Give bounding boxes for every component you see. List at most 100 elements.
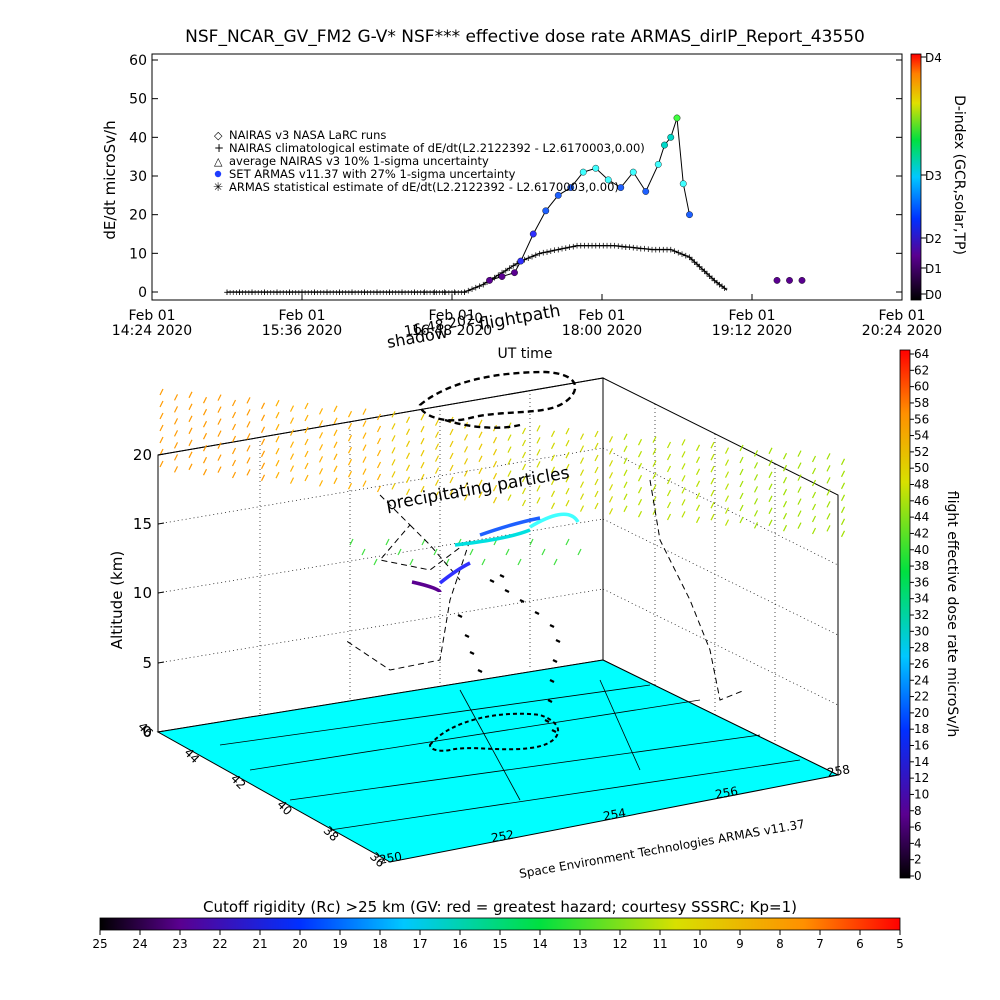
- curtain-dash: [217, 418, 222, 425]
- curtain-dash: [304, 462, 309, 470]
- altitude-axis: 0 5 10 15 20: [133, 446, 165, 741]
- curtain-dash: [797, 486, 802, 493]
- curtain-dash: [521, 427, 527, 435]
- curtain-dash: [449, 488, 454, 496]
- curtain-dash: [695, 444, 701, 452]
- curtain-dash: [405, 440, 411, 448]
- nairas-clim-point: +: [361, 288, 369, 298]
- flightpath-shadow-tick: [547, 699, 553, 703]
- legend-entry-armas: SET ARMAS v11.37 with 27% 1-sigma uncert…: [229, 167, 516, 181]
- altitude-tick-label: 15: [133, 515, 152, 533]
- curtain-dash: [260, 414, 266, 422]
- curtain-dash: [231, 459, 237, 467]
- curtain-dash: [173, 466, 179, 473]
- curtain-dash: [304, 438, 309, 446]
- curtain-dash: [304, 414, 309, 422]
- rigidity-tick-label: 9: [736, 937, 744, 951]
- nairas-clim-point: +: [431, 288, 439, 298]
- curtain-dash: [753, 522, 759, 529]
- flightpath-shadow-tick: [489, 579, 495, 583]
- curtain-dash: [724, 459, 730, 466]
- nairas-clim-point: +: [637, 244, 645, 254]
- curtain-dash: [840, 530, 846, 538]
- curtain-dash: [724, 519, 730, 526]
- top-x-tick-label-time: 19:12 2020: [712, 323, 792, 339]
- curtain-dash: [623, 457, 628, 465]
- curtain-dash: [579, 469, 585, 476]
- curtain-dash: [768, 483, 773, 491]
- curtain-dash: [826, 501, 831, 508]
- curtain-dash: [623, 505, 628, 513]
- top-y-tick-label: 50: [129, 92, 147, 108]
- curtain-dash: [405, 464, 411, 472]
- curtain-dash: [753, 462, 759, 469]
- rigidity-ticks: 25 24 23 22 21 20 19 18 17 16 15 14 13 12 11 10 9 8 7 6 5: [92, 930, 904, 951]
- curtain-dash: [173, 430, 179, 437]
- top-y-tick-label: 40: [129, 130, 147, 146]
- curtain-dash: [159, 400, 164, 408]
- annotation-flightpath: flightpath: [477, 301, 562, 335]
- curtain-dash: [565, 451, 570, 459]
- curtain-dash: [420, 449, 425, 457]
- top-x-tick-label-time: 14:24 2020: [112, 323, 192, 339]
- curtain-dash: [376, 473, 382, 481]
- nairas-clim-point: +: [688, 256, 696, 266]
- curtain-dash: [217, 442, 222, 449]
- curtain-dash: [478, 491, 483, 499]
- armas-point: [617, 184, 625, 192]
- nairas-clim-point: +: [472, 283, 480, 293]
- curtain-dash-low: [469, 548, 474, 556]
- top-y-tick-label: 30: [129, 169, 147, 185]
- nairas-clim-point: +: [506, 264, 514, 274]
- top-x-tick-label-date: Feb 01: [578, 308, 625, 324]
- curtain-dash: [550, 454, 556, 462]
- altitude-tick-label: 10: [133, 584, 152, 602]
- dindex-ticks: D0 D1 D2 D3 D4: [921, 51, 942, 302]
- curtain-dash: [594, 466, 599, 474]
- curtain-dash: [376, 425, 382, 433]
- nairas-clim-point: +: [536, 249, 544, 259]
- box-top-edge: [157, 377, 604, 456]
- wall-gridlines: [157, 390, 839, 746]
- flightpath-shadow-tick: [457, 614, 463, 618]
- rigidity-tick-label: 12: [612, 937, 627, 951]
- longitude-tick-label: 256: [714, 784, 739, 802]
- nairas-clim-point: +: [521, 256, 529, 266]
- curtain-dash: [318, 432, 324, 439]
- nairas-clim-point: +: [718, 282, 726, 292]
- nairas-clim-point: +: [348, 288, 356, 298]
- top-plot-frame: [151, 53, 903, 301]
- nairas-clim-point: +: [667, 245, 675, 255]
- nairas-clim-point: +: [566, 243, 574, 253]
- curtain-dash: [289, 417, 295, 424]
- dose-tick-label: 34: [914, 592, 929, 606]
- curtain-dash: [478, 431, 483, 439]
- flightpath-shadow-tick: [504, 589, 510, 593]
- nairas-clim-point: +: [611, 242, 619, 252]
- curtain-dash: [536, 473, 541, 480]
- top-y-tick-label: 0: [138, 285, 147, 301]
- flightpath-shadow-tick: [534, 611, 540, 615]
- curtain-dash-low: [517, 558, 522, 566]
- curtain-dash: [420, 461, 425, 469]
- curtain-dash: [318, 480, 324, 487]
- curtain-dash: [246, 457, 251, 464]
- curtain-dash: [507, 434, 512, 441]
- curtain-dash: [231, 447, 237, 455]
- curtain-dash: [492, 472, 498, 480]
- nairas-clim-point: +: [479, 280, 487, 290]
- curtain-dash: [666, 501, 672, 509]
- curtain-dash: [840, 482, 846, 490]
- curtain-dash: [710, 501, 715, 509]
- curtain-dash: [724, 507, 730, 514]
- top-x-axis-label: UT time: [498, 346, 553, 362]
- curtain-dash: [405, 416, 411, 424]
- flightpath-shadow-tick: [555, 639, 561, 643]
- curtain-dash: [623, 445, 628, 453]
- curtain-dash: [840, 494, 846, 502]
- curtain-dash: [333, 453, 338, 461]
- curtain-dash: [739, 468, 744, 476]
- curtain-dash: [318, 420, 324, 427]
- curtain-dash: [362, 408, 367, 415]
- curtain-dash: [695, 468, 701, 476]
